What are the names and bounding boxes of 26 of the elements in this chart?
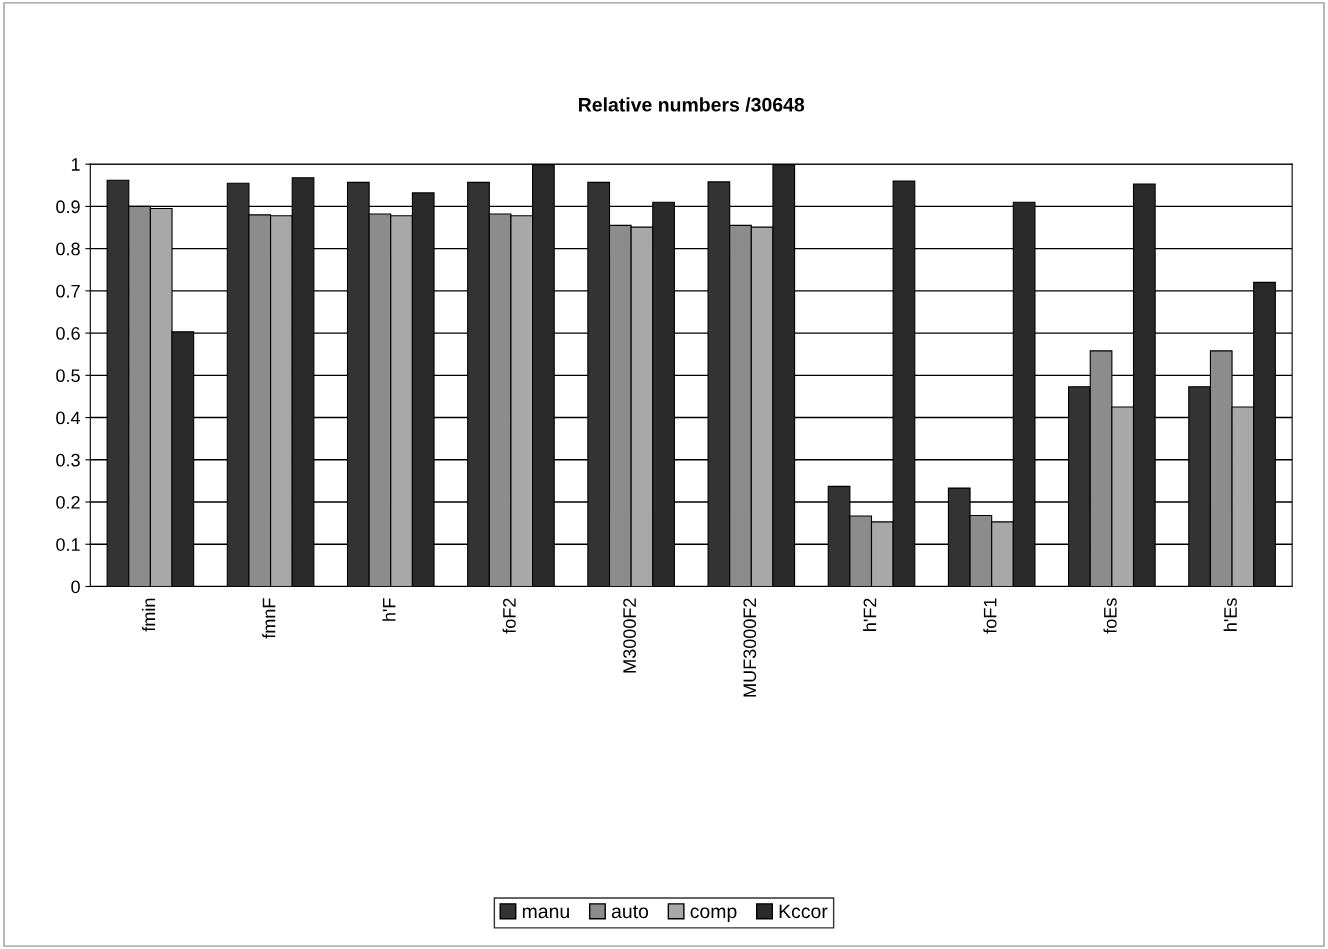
x-tick-label: foF2 bbox=[502, 598, 516, 634]
legend-label: comp bbox=[690, 907, 737, 923]
x-tick-label: foF1 bbox=[983, 598, 997, 634]
y-tick-label: 0.2 bbox=[56, 495, 80, 509]
x-tick-label: foEs bbox=[1103, 598, 1117, 634]
x-tick-label: h'F bbox=[382, 598, 396, 621]
y-tick-label: 0.1 bbox=[56, 538, 80, 551]
x-tick-label: fmnF bbox=[262, 598, 276, 639]
x-tick-label: MUF3000F2 bbox=[743, 598, 757, 697]
x-tick-label: h'Es bbox=[1223, 598, 1237, 631]
y-tick-label: 0 bbox=[71, 580, 80, 594]
y-tick-label: 0.6 bbox=[56, 327, 80, 340]
legend-label: Kccor bbox=[779, 904, 828, 919]
y-tick-label: 0.8 bbox=[56, 242, 80, 256]
y-tick-label: 0.7 bbox=[56, 284, 80, 298]
y-tick-label: 0.9 bbox=[56, 200, 80, 214]
chart-title: Relative numbers /30648 bbox=[579, 97, 805, 112]
x-tick-label: M3000F2 bbox=[623, 598, 636, 673]
legend-label: manu bbox=[522, 907, 569, 919]
y-tick-label: 0.4 bbox=[56, 411, 81, 425]
x-tick-label: h'F2 bbox=[863, 598, 877, 631]
y-tick-label: 1 bbox=[71, 158, 80, 171]
y-tick-label: 0.3 bbox=[56, 453, 80, 467]
x-tick-label: fmin bbox=[141, 598, 156, 632]
legend-label: auto bbox=[611, 905, 649, 919]
y-tick-label: 0.5 bbox=[56, 369, 80, 383]
